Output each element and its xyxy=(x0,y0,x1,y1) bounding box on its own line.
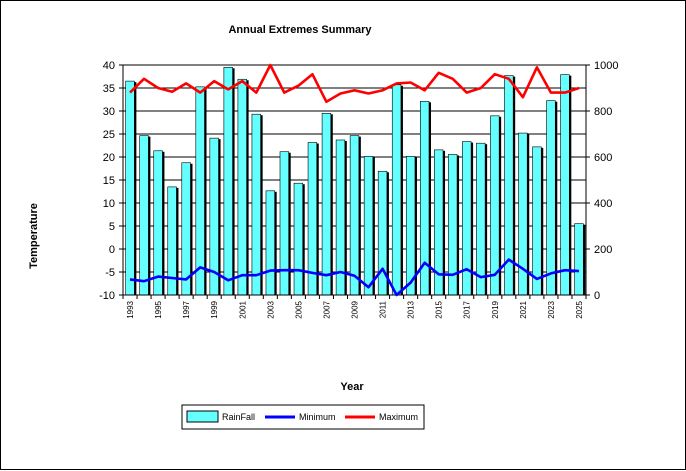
bar xyxy=(490,115,500,296)
legend: RainFall Minimum Maximum xyxy=(181,404,425,430)
legend-label-rainfall: RainFall xyxy=(222,412,255,422)
y2-tick-label: 800 xyxy=(594,106,612,118)
x-tick-label: 2011 xyxy=(379,300,388,318)
bar xyxy=(223,67,233,296)
bar xyxy=(251,113,261,296)
x-tick-label: 1999 xyxy=(210,300,219,318)
x-tick-label: 2009 xyxy=(351,300,360,318)
legend-box xyxy=(181,404,425,430)
bar xyxy=(321,113,332,296)
bar xyxy=(293,182,304,296)
bar xyxy=(237,78,247,296)
bar xyxy=(560,74,570,296)
y-tick-label: 10 xyxy=(103,198,115,210)
bar xyxy=(279,151,289,296)
y-tick-label: -5 xyxy=(105,267,115,279)
x-tick-label: 2007 xyxy=(322,300,331,318)
bar xyxy=(574,223,584,296)
x-tick-label: 2003 xyxy=(266,300,275,318)
x-tick-label: 2025 xyxy=(575,300,584,318)
bar xyxy=(391,84,402,296)
plot-border xyxy=(122,64,587,296)
plot-area: -10-505101520253035400200400600800100019… xyxy=(99,60,618,319)
y-tick-label: 25 xyxy=(103,129,115,141)
x-tick-label: 2001 xyxy=(238,300,247,318)
y-tick-label: 20 xyxy=(103,152,115,164)
y-axis-title: Temperature xyxy=(28,203,40,269)
bar xyxy=(139,135,149,296)
y-tick-label: -10 xyxy=(99,290,115,302)
bar xyxy=(125,80,135,296)
y2-tick-label: 600 xyxy=(594,152,612,164)
bar xyxy=(476,142,486,296)
x-tick-label: 2019 xyxy=(491,300,500,318)
x-tick-label: 1997 xyxy=(182,300,191,318)
x-tick-label: 2013 xyxy=(407,300,416,318)
y2-tick-label: 400 xyxy=(594,198,612,210)
y-tick-label: 5 xyxy=(109,221,115,233)
legend-label-maximum: Maximum xyxy=(379,412,418,422)
chart-title: Annual Extremes Summary xyxy=(228,24,372,36)
legend-swatch-rainfall xyxy=(186,410,219,423)
bar xyxy=(546,100,556,296)
x-tick-label: 2015 xyxy=(435,300,444,318)
y-tick-label: 30 xyxy=(103,106,115,118)
y2-tick-label: 200 xyxy=(594,244,612,256)
x-tick-label: 2021 xyxy=(519,300,528,318)
bar xyxy=(349,135,360,296)
legend-label-minimum: Minimum xyxy=(299,412,336,422)
bar xyxy=(363,156,374,296)
x-tick-label: 1995 xyxy=(154,300,163,318)
series-line-minimum xyxy=(129,258,580,297)
bar xyxy=(265,190,275,296)
y-tick-label: 0 xyxy=(109,244,115,256)
series-line-maximum xyxy=(129,63,580,104)
bar xyxy=(153,150,163,296)
x-tick-label: 2017 xyxy=(463,300,472,318)
y-tick-label: 35 xyxy=(103,83,115,95)
y-tick-label: 15 xyxy=(103,175,115,187)
bar xyxy=(195,86,205,296)
bar xyxy=(405,156,416,296)
y-tick-label: 40 xyxy=(103,60,115,72)
y2-tick-label: 0 xyxy=(594,290,600,302)
y2-tick-label: 1000 xyxy=(594,60,618,72)
x-tick-label: 2005 xyxy=(294,300,303,318)
x-tick-label: 2023 xyxy=(547,300,556,318)
bar xyxy=(532,146,542,296)
x-axis-title: Year xyxy=(340,381,364,393)
x-tick-label: 1993 xyxy=(126,300,135,318)
